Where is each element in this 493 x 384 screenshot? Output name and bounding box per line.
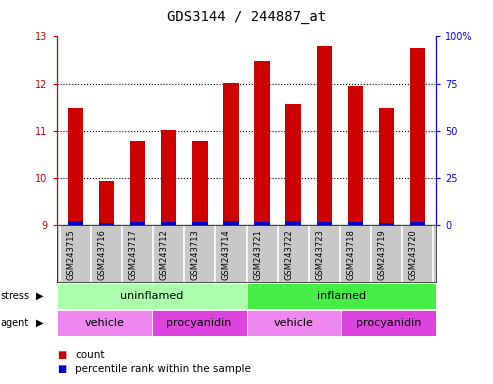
Bar xyxy=(57,283,246,309)
Text: count: count xyxy=(75,350,105,360)
Bar xyxy=(348,86,363,225)
Text: GSM243716: GSM243716 xyxy=(98,229,106,280)
Text: uninflamed: uninflamed xyxy=(120,291,183,301)
Bar xyxy=(246,283,436,309)
Text: GDS3144 / 244887_at: GDS3144 / 244887_at xyxy=(167,10,326,23)
Bar xyxy=(223,83,239,225)
Bar xyxy=(68,108,83,225)
Bar xyxy=(379,108,394,225)
Bar xyxy=(379,223,394,225)
Bar xyxy=(68,221,83,225)
Bar xyxy=(99,181,114,225)
Bar xyxy=(57,310,152,336)
Bar xyxy=(254,61,270,225)
Text: GSM243722: GSM243722 xyxy=(284,229,293,280)
Text: procyanidin: procyanidin xyxy=(356,318,422,328)
Bar xyxy=(285,104,301,225)
Text: ■: ■ xyxy=(57,364,66,374)
Bar xyxy=(130,141,145,225)
Text: agent: agent xyxy=(0,318,29,328)
Bar xyxy=(317,46,332,225)
Text: GSM243714: GSM243714 xyxy=(222,229,231,280)
Text: GSM243721: GSM243721 xyxy=(253,229,262,280)
Bar xyxy=(410,222,425,225)
Text: GSM243718: GSM243718 xyxy=(347,229,355,280)
Bar xyxy=(99,223,114,225)
Text: GSM243719: GSM243719 xyxy=(378,229,387,280)
Bar xyxy=(161,222,176,225)
Text: GSM243713: GSM243713 xyxy=(191,229,200,280)
Text: percentile rank within the sample: percentile rank within the sample xyxy=(75,364,251,374)
Text: ▶: ▶ xyxy=(36,318,43,328)
Bar xyxy=(348,222,363,225)
Bar xyxy=(223,221,239,225)
Text: stress: stress xyxy=(0,291,30,301)
Text: GSM243715: GSM243715 xyxy=(67,229,75,280)
Text: GSM243717: GSM243717 xyxy=(129,229,138,280)
Bar xyxy=(152,310,246,336)
Text: procyanidin: procyanidin xyxy=(166,318,232,328)
Text: GSM243720: GSM243720 xyxy=(409,229,418,280)
Text: vehicle: vehicle xyxy=(84,318,124,328)
Bar xyxy=(130,222,145,225)
Bar xyxy=(285,221,301,225)
Text: inflamed: inflamed xyxy=(317,291,366,301)
Bar xyxy=(192,141,208,225)
Bar xyxy=(246,310,341,336)
Text: vehicle: vehicle xyxy=(274,318,314,328)
Bar xyxy=(254,222,270,225)
Bar xyxy=(341,310,436,336)
Text: ▶: ▶ xyxy=(36,291,43,301)
Text: ■: ■ xyxy=(57,350,66,360)
Bar xyxy=(192,222,208,225)
Bar xyxy=(161,130,176,225)
Text: GSM243712: GSM243712 xyxy=(160,229,169,280)
Text: GSM243723: GSM243723 xyxy=(316,229,324,280)
Bar xyxy=(317,222,332,225)
Bar xyxy=(410,48,425,225)
